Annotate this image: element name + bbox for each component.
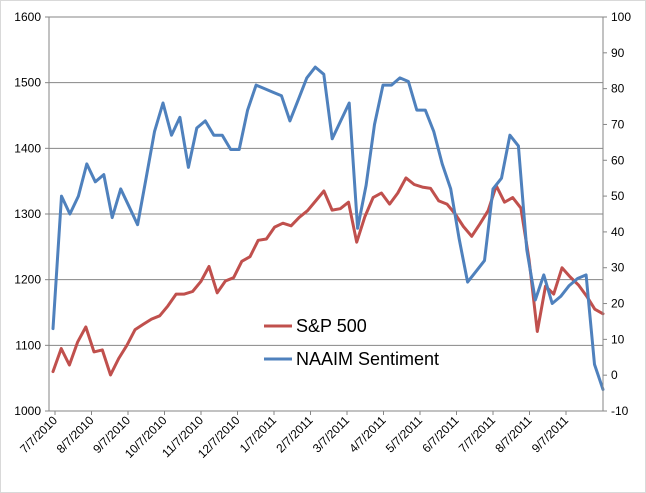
x-tick-label: 7/7/2011	[456, 413, 499, 456]
x-tick-label: 4/7/2011	[346, 413, 389, 456]
y-right-tick-label: 60	[611, 153, 625, 167]
x-tick-label: 5/7/2011	[383, 413, 426, 456]
series-line-sp500	[51, 176, 605, 377]
x-tick-label: 9/7/2011	[529, 413, 572, 456]
y-left-tick-label: 1000	[14, 404, 41, 418]
y-left-tick-label: 1600	[14, 10, 41, 24]
legend-label: S&P 500	[296, 316, 367, 336]
y-left-tick-label: 1200	[14, 273, 41, 287]
y-left-tick-label: 1500	[14, 76, 41, 90]
legend-label: NAAIM Sentiment	[296, 349, 439, 369]
series-line-naaim	[51, 65, 605, 391]
y-right-tick-label: -10	[611, 404, 629, 418]
x-tick-label: 1/7/2011	[237, 413, 280, 456]
y-left-tick-label: 1100	[15, 338, 41, 352]
series-lines	[51, 65, 605, 391]
y-right-tick-label: 90	[611, 46, 625, 60]
y-left-tick-label: 1400	[14, 141, 41, 155]
y-right-tick-label: 50	[611, 189, 625, 203]
y-right-tick-label: 80	[611, 82, 625, 96]
x-tick-label: 3/7/2011	[310, 413, 353, 456]
y-right-tick-label: 100	[611, 10, 631, 24]
y-left-tick-label: 1300	[14, 207, 41, 221]
x-tick-label: 8/7/2010	[54, 413, 97, 456]
y-right-tick-label: 70	[611, 117, 625, 131]
y-right-tick-label: 10	[611, 332, 625, 346]
y-right-tick-label: 20	[611, 297, 625, 311]
y-right-tick-label: 40	[611, 225, 625, 239]
x-tick-label: 8/7/2011	[492, 413, 535, 456]
y-right-tick-label: 0	[611, 368, 618, 382]
legend: S&P 500 NAAIM Sentiment	[264, 316, 439, 369]
y-right-tick-label: 30	[611, 261, 625, 275]
x-tick-label: 7/7/2010	[17, 413, 60, 456]
x-tick-label: 2/7/2011	[273, 413, 316, 456]
x-tick-label: 6/7/2011	[419, 413, 462, 456]
